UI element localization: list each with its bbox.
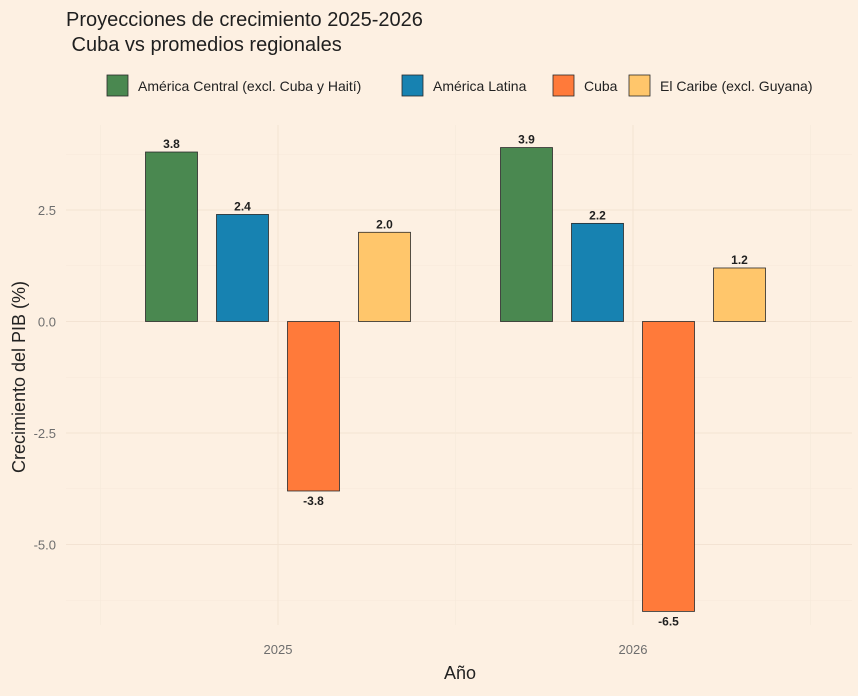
- legend-label-el-caribe-excl-guyana: El Caribe (excl. Guyana): [660, 78, 813, 94]
- data-label-el-caribe-excl-guyana-2025: 2.0: [376, 217, 393, 231]
- legend: América Central (excl. Cuba y Haití) Amér…: [106, 74, 813, 97]
- bar-el-caribe-excl-guyana-2026: [713, 267, 766, 322]
- legend-label-cuba: Cuba: [584, 78, 618, 94]
- data-label-am-rica-latina-2026: 2.2: [589, 208, 606, 222]
- x-axis-ticks: 2025 2026: [264, 642, 648, 657]
- legend-item-am-rica-latina: América Latina: [401, 74, 527, 97]
- bars: [145, 147, 766, 612]
- bar-am-rica-central-excl-cuba-y-hait-2025: [145, 151, 198, 322]
- legend-key-el-caribe-excl-guyana: [628, 74, 651, 97]
- x-tick-label-2025: 2025: [264, 642, 293, 657]
- y-tick-label-0: -5.0: [34, 538, 56, 553]
- y-axis-ticks: -5.0 -2.5 0.0 2.5: [34, 203, 56, 553]
- x-axis-title: Año: [444, 663, 476, 683]
- legend-key-am-rica-central-excl-cuba-y-hait: [106, 74, 129, 97]
- data-label-am-rica-central-excl-cuba-y-hait-2026: 3.9: [518, 133, 535, 147]
- legend-label-am-rica-central-excl-cuba-y-hait: América Central (excl. Cuba y Haití): [138, 78, 361, 94]
- data-label-am-rica-central-excl-cuba-y-hait-2025: 3.8: [163, 137, 180, 151]
- bar-am-rica-latina-2026: [571, 222, 624, 322]
- bar-am-rica-latina-2025: [216, 214, 269, 322]
- legend-key-am-rica-latina: [401, 74, 424, 97]
- data-label-cuba-2026: -6.5: [658, 614, 679, 628]
- data-label-am-rica-latina-2025: 2.4: [234, 199, 251, 213]
- chart-title-line-1: Proyecciones de crecimiento 2025-2026: [66, 9, 423, 31]
- legend-item-cuba: Cuba: [552, 74, 618, 97]
- legend-key-cuba: [552, 74, 575, 97]
- y-tick-label-3: 2.5: [38, 203, 56, 218]
- data-labels: 3.8 2.4 -3.8 2.0 3.9 2.2 -6.5 1.2: [163, 133, 748, 629]
- legend-label-am-rica-latina: América Latina: [433, 78, 527, 94]
- bar-am-rica-central-excl-cuba-y-hait-2026: [500, 147, 553, 322]
- legend-item-el-caribe-excl-guyana: El Caribe (excl. Guyana): [628, 74, 813, 97]
- bar-cuba-2026: [642, 321, 695, 612]
- y-tick-label-1: -2.5: [34, 426, 56, 441]
- bar-el-caribe-excl-guyana-2025: [358, 231, 411, 322]
- chart-title-line-2: Cuba vs promedios regionales: [66, 34, 342, 56]
- legend-item-am-rica-central-excl-cuba-y-hait: América Central (excl. Cuba y Haití): [106, 74, 361, 97]
- bar-cuba-2025: [287, 321, 340, 492]
- data-label-el-caribe-excl-guyana-2026: 1.2: [731, 253, 748, 267]
- data-label-cuba-2025: -3.8: [303, 494, 324, 508]
- x-tick-label-2026: 2026: [619, 642, 648, 657]
- y-axis-title: Crecimiento del PIB (%): [9, 281, 29, 473]
- y-tick-label-2: 0.0: [38, 315, 56, 330]
